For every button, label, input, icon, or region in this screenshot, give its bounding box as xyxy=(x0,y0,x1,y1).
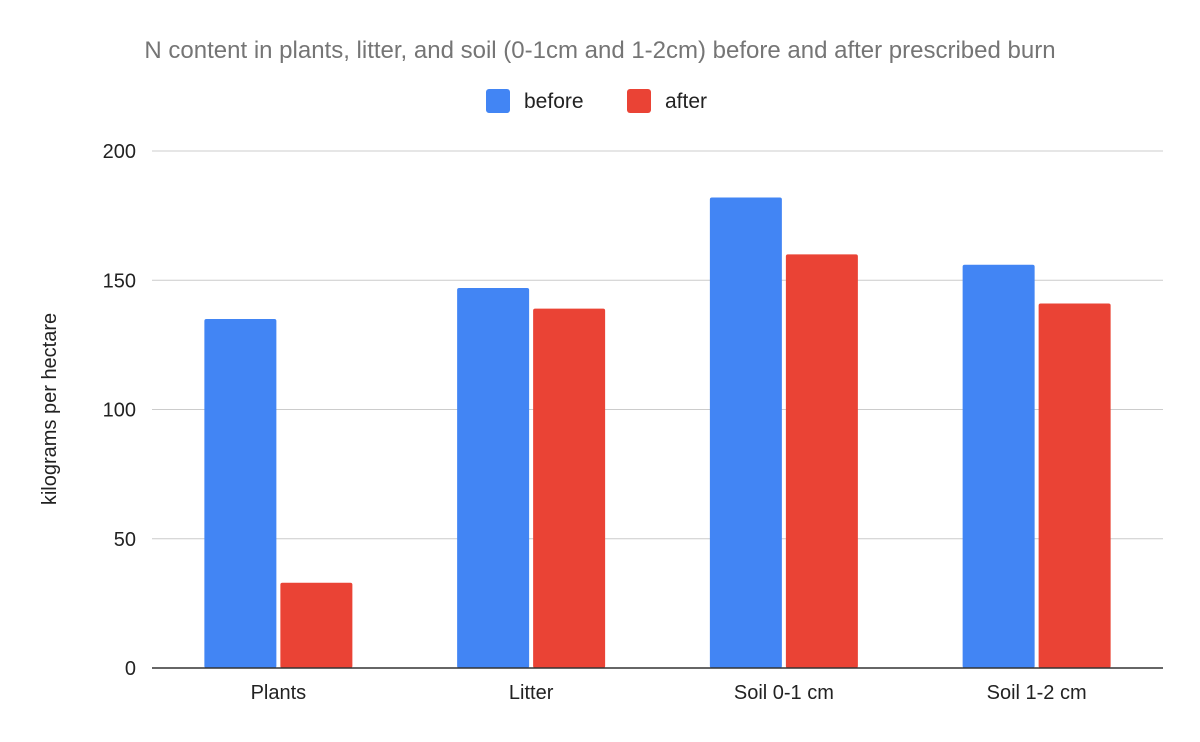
bar-before-1 xyxy=(457,288,530,668)
bar-before-0 xyxy=(204,319,277,668)
legend: before after xyxy=(486,89,707,113)
bars xyxy=(204,197,1111,668)
y-axis-label: kilograms per hectare xyxy=(39,313,61,505)
y-tick-label: 200 xyxy=(103,141,136,163)
x-tick-label: Soil 0-1 cm xyxy=(734,682,834,704)
x-tick-label: Soil 1-2 cm xyxy=(987,682,1087,704)
legend-swatch-before xyxy=(486,89,510,113)
bar-before-2 xyxy=(709,197,782,668)
legend-label-after: after xyxy=(665,90,707,113)
x-tick-label: Plants xyxy=(251,682,307,704)
bar-after-2 xyxy=(785,254,858,668)
x-tick-label: Litter xyxy=(509,682,554,704)
y-tick-label: 50 xyxy=(114,529,136,551)
chart-title: N content in plants, litter, and soil (0… xyxy=(144,37,1055,64)
x-axis-ticks: Plants Litter Soil 0-1 cm Soil 1-2 cm xyxy=(251,682,1087,704)
bar-after-1 xyxy=(533,308,606,668)
y-tick-label: 150 xyxy=(103,270,136,292)
legend-label-before: before xyxy=(524,90,584,113)
bar-after-0 xyxy=(280,582,353,668)
y-axis-ticks: 0 50 100 150 200 xyxy=(103,141,136,680)
bar-before-3 xyxy=(962,264,1035,668)
y-tick-label: 100 xyxy=(103,400,136,422)
y-tick-label: 0 xyxy=(125,658,136,680)
bar-after-3 xyxy=(1038,303,1111,668)
legend-swatch-after xyxy=(627,89,651,113)
